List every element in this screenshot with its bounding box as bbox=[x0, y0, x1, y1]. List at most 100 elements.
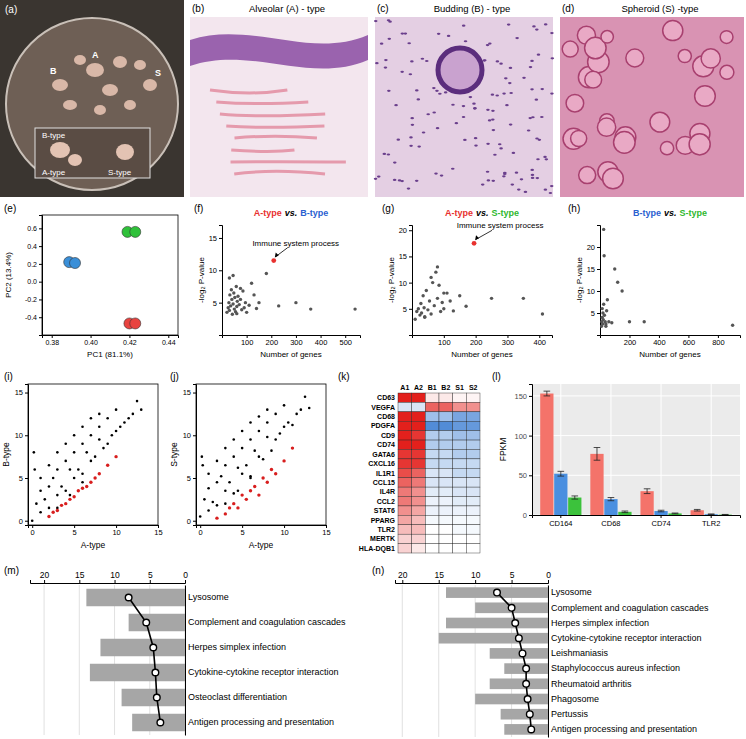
tick: 10 bbox=[471, 570, 481, 583]
marker bbox=[516, 635, 523, 642]
organoid bbox=[143, 79, 157, 91]
panel-label: (e) bbox=[4, 203, 16, 214]
tick-label: 10 bbox=[15, 431, 23, 440]
panel-label: (h) bbox=[568, 203, 580, 214]
cell bbox=[425, 506, 439, 515]
fiber bbox=[231, 160, 346, 163]
nucleus bbox=[409, 73, 413, 75]
tick: 5 bbox=[213, 299, 222, 308]
nucleus bbox=[532, 25, 536, 27]
point bbox=[309, 307, 312, 310]
nucleus bbox=[528, 117, 532, 119]
point bbox=[233, 296, 236, 299]
error-bar bbox=[694, 509, 701, 511]
tick-mark bbox=[193, 521, 196, 522]
tick-label: 15 bbox=[75, 570, 85, 580]
point bbox=[64, 502, 67, 505]
panel-label: (l) bbox=[492, 371, 501, 382]
tick: 10 bbox=[112, 525, 120, 537]
point bbox=[522, 297, 525, 300]
nucleus bbox=[415, 89, 419, 91]
point bbox=[201, 455, 204, 458]
panel-label: (j) bbox=[170, 371, 179, 382]
point bbox=[98, 472, 101, 475]
tick: 0 bbox=[19, 517, 28, 526]
nucleus bbox=[499, 63, 503, 65]
point bbox=[291, 424, 294, 427]
cell bbox=[425, 431, 439, 440]
point bbox=[207, 472, 210, 475]
tick-label: 0 bbox=[183, 570, 188, 580]
axis-line bbox=[193, 385, 197, 526]
point bbox=[224, 512, 227, 515]
tick-mark bbox=[25, 435, 28, 436]
point bbox=[35, 502, 38, 505]
label: B-type bbox=[42, 131, 66, 140]
panel-label: (d) bbox=[562, 3, 574, 14]
organoid bbox=[52, 79, 68, 91]
tick: 100 bbox=[241, 335, 254, 347]
point bbox=[72, 495, 75, 498]
tick: Staphylococcus aureus infection bbox=[548, 663, 680, 673]
nucleus bbox=[384, 59, 388, 61]
tick: 0 bbox=[199, 525, 203, 537]
tick: 200 bbox=[470, 335, 483, 347]
point bbox=[610, 321, 613, 324]
point bbox=[64, 490, 67, 493]
cell bbox=[439, 478, 453, 487]
cell bbox=[398, 393, 412, 402]
plot-area bbox=[225, 258, 357, 316]
heatmap bbox=[398, 393, 480, 553]
point bbox=[249, 421, 252, 424]
panel-label: (a) bbox=[5, 4, 17, 15]
tick: Pertussis bbox=[548, 709, 589, 719]
photo-bg bbox=[375, 17, 553, 197]
cell bbox=[439, 525, 453, 534]
tick: 5 bbox=[148, 570, 153, 583]
spheroid bbox=[601, 31, 613, 43]
nucleus bbox=[488, 42, 492, 44]
tick-label: 0.44 bbox=[162, 339, 176, 346]
point bbox=[115, 430, 118, 433]
tick: 0.6 bbox=[27, 225, 42, 232]
point bbox=[56, 468, 59, 471]
nucleus bbox=[437, 33, 441, 35]
point bbox=[98, 438, 101, 441]
cell bbox=[398, 487, 412, 496]
nucleus bbox=[417, 146, 421, 148]
plot-area bbox=[64, 226, 141, 329]
photo-bg bbox=[560, 17, 744, 197]
cell bbox=[425, 525, 439, 534]
point bbox=[420, 311, 423, 314]
point bbox=[127, 417, 130, 420]
nucleus bbox=[436, 127, 440, 129]
point bbox=[106, 417, 109, 420]
point bbox=[287, 421, 290, 424]
tick-label: 400 bbox=[534, 338, 547, 347]
photo-bg bbox=[0, 0, 184, 197]
tick: Lysosome bbox=[548, 587, 592, 597]
marker bbox=[125, 594, 132, 601]
nucleus bbox=[550, 32, 554, 34]
tick-mark bbox=[548, 580, 549, 583]
tick-label: 0 bbox=[19, 517, 23, 526]
panel-title: Budding (B) - type bbox=[434, 3, 511, 14]
nucleus bbox=[543, 156, 547, 158]
error-bar bbox=[622, 511, 629, 513]
tick: 0.40 bbox=[84, 335, 98, 346]
axis-line bbox=[197, 526, 327, 529]
point bbox=[228, 481, 231, 484]
cell bbox=[439, 402, 453, 411]
column-label: S2 bbox=[469, 384, 478, 391]
fiber bbox=[234, 171, 325, 174]
point bbox=[601, 307, 604, 310]
point bbox=[602, 254, 605, 257]
panel-label: (n) bbox=[372, 565, 384, 576]
spheroid bbox=[597, 118, 615, 136]
error-bar bbox=[558, 471, 565, 476]
point bbox=[270, 449, 273, 452]
bar bbox=[705, 514, 718, 515]
point bbox=[56, 494, 59, 497]
cell bbox=[398, 515, 412, 524]
nucleus bbox=[530, 60, 534, 62]
